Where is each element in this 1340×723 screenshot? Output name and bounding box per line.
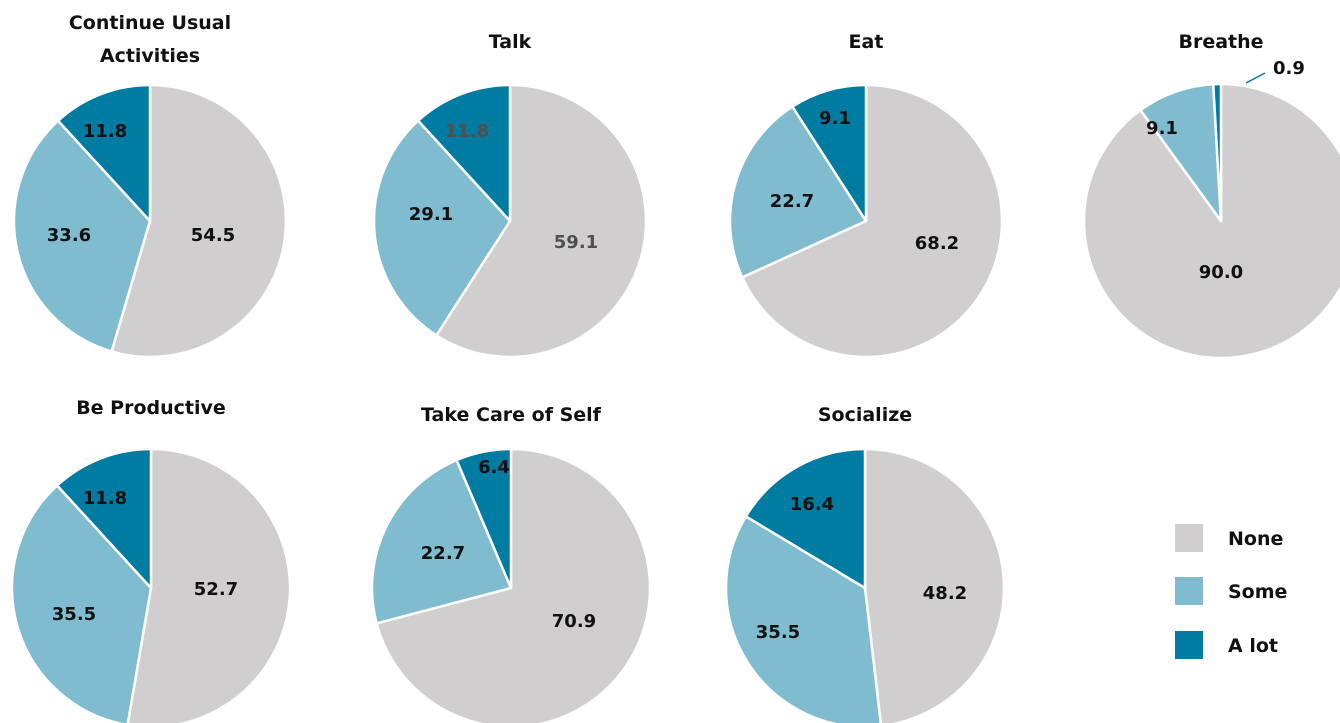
- pie-title: Take Care of Self: [421, 404, 602, 426]
- pie-slice-none: [435, 83, 648, 359]
- slice-label-none: 48.2: [923, 583, 967, 604]
- pie-title: Socialize: [818, 404, 912, 426]
- pie-slice-some: [1139, 82, 1223, 223]
- legend-label-a-lot: A lot: [1228, 635, 1278, 657]
- slice-label-none: 52.7: [194, 579, 238, 600]
- slice-label-none: 70.9: [552, 611, 596, 632]
- legend-label-some: Some: [1228, 581, 1287, 603]
- pie-slice-a-lot: [744, 447, 867, 590]
- pie-title: Talk: [489, 31, 532, 53]
- slice-label-a-lot: 11.8: [445, 121, 489, 142]
- pie-slice-none: [863, 447, 1006, 723]
- slice-label-a-lot: 0.9: [1273, 58, 1305, 79]
- legend-swatch-some: [1175, 577, 1203, 605]
- pie-slice-a-lot: [455, 447, 513, 590]
- pie-chart: Eat 68.2 22.7 9.1: [728, 31, 1004, 359]
- pie-title: Be Productive: [76, 397, 226, 419]
- slice-label-some: 35.5: [756, 622, 800, 643]
- pie-slice-none: [126, 447, 292, 723]
- legend-swatch-a-lot: [1175, 631, 1203, 659]
- pie-chart: Breathe 90.0 9.1 0.9: [1082, 31, 1340, 360]
- pie-title: Activities: [100, 45, 200, 67]
- slice-label-some: 33.6: [47, 225, 91, 246]
- slice-label-some: 35.5: [52, 604, 96, 625]
- slice-label-a-lot: 6.4: [478, 457, 510, 478]
- pie-slice-none: [375, 447, 652, 723]
- slice-label-some: 22.7: [421, 543, 465, 564]
- slice-label-a-lot: 9.1: [819, 108, 851, 129]
- pie-chart: Continue Usual Activities 54.5 33.6 11.8: [12, 12, 288, 359]
- pie-slice-some: [724, 515, 883, 723]
- slice-label-none: 68.2: [915, 233, 959, 254]
- pie-title: Continue Usual: [69, 12, 231, 34]
- pie-chart: Be Productive 52.7 35.5 11.8: [10, 397, 292, 723]
- pie-slice-a-lot: [791, 83, 868, 223]
- pie-chart: Socialize 48.2 35.5 16.4: [724, 404, 1006, 723]
- legend: None Some A lot: [1175, 524, 1287, 659]
- slice-label-a-lot: 11.8: [83, 121, 127, 142]
- pie-chart: Take Care of Self 70.9 22.7 6.4: [370, 404, 652, 723]
- pie-slice-a-lot: [56, 83, 152, 223]
- pie-slice-a-lot: [1212, 82, 1223, 223]
- pie-slice-some: [372, 119, 512, 337]
- pie-slice-some: [728, 105, 868, 279]
- slice-label-a-lot: 11.8: [83, 488, 127, 509]
- pie-slice-none: [740, 83, 1004, 359]
- pie-slice-some: [370, 458, 513, 625]
- slice-label-none: 90.0: [1199, 262, 1243, 283]
- pie-slice-a-lot: [55, 447, 153, 590]
- slice-label-some: 29.1: [409, 204, 453, 225]
- slice-label-none: 59.1: [554, 232, 598, 253]
- slice-label-a-lot: 16.4: [790, 494, 834, 515]
- pie-slice-some: [12, 119, 152, 353]
- pie-title: Eat: [849, 31, 884, 53]
- slice-label-none: 54.5: [191, 225, 235, 246]
- pie-slice-none: [110, 83, 288, 359]
- slice-label-some: 9.1: [1146, 118, 1178, 139]
- leader-line: [1245, 72, 1266, 84]
- pie-title: Breathe: [1178, 31, 1263, 53]
- slice-label-some: 22.7: [770, 191, 814, 212]
- legend-label-none: None: [1228, 528, 1283, 550]
- pie-slice-some: [10, 484, 153, 723]
- pie-chart: Talk 59.1 29.1 11.8: [372, 31, 648, 359]
- pie-slice-a-lot: [416, 83, 512, 223]
- pie-slice-none: [1082, 82, 1340, 360]
- legend-swatch-none: [1175, 524, 1203, 552]
